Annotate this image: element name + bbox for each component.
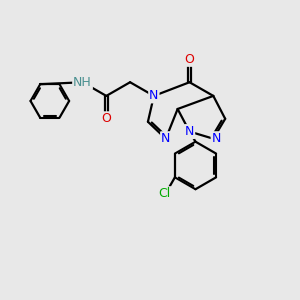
- Text: N: N: [161, 132, 170, 145]
- Text: N: N: [149, 89, 159, 102]
- Text: O: O: [184, 53, 194, 66]
- Text: N: N: [185, 125, 194, 138]
- Text: NH: NH: [73, 76, 92, 89]
- Text: Cl: Cl: [158, 187, 171, 200]
- Text: O: O: [101, 112, 111, 125]
- Text: N: N: [212, 132, 221, 145]
